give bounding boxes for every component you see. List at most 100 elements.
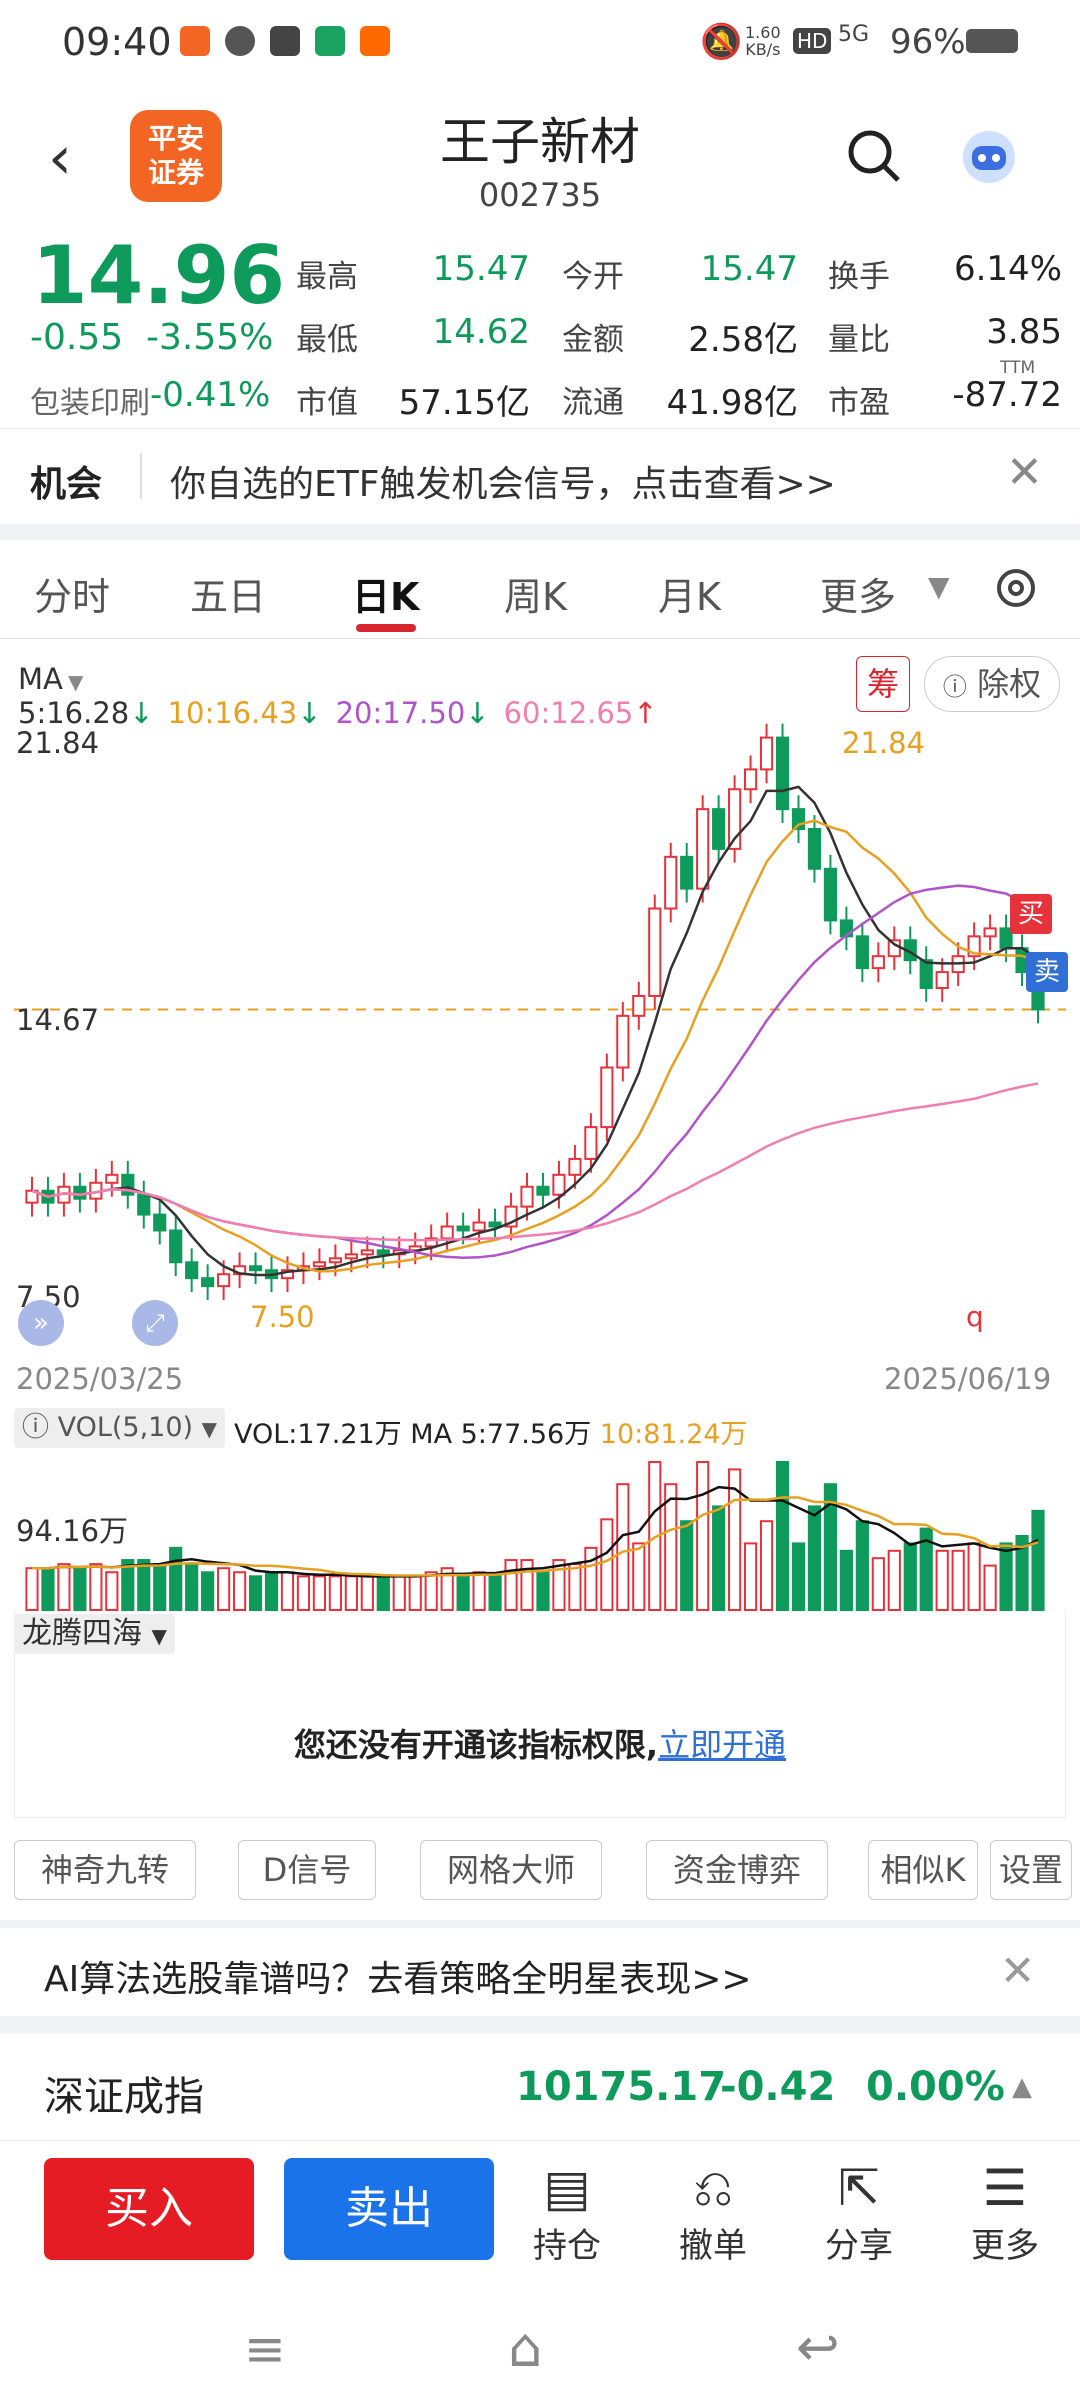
- chevron-up-icon[interactable]: ▲: [1012, 2072, 1032, 2102]
- tab-1[interactable]: 五日: [190, 575, 267, 619]
- stat-label: 市盈: [828, 385, 890, 421]
- candle: [185, 1261, 199, 1280]
- volume-values: VOL:17.21万 MA 5:77.56万 10:81.24万: [234, 1412, 748, 1451]
- volume-bar: [137, 1559, 151, 1612]
- cancel-order-button[interactable]: ⎌ 撤单: [658, 2158, 768, 2267]
- candle: [456, 1225, 470, 1232]
- candle: [680, 855, 694, 890]
- volume-bar: [312, 1575, 327, 1611]
- back-icon[interactable]: ‹: [48, 123, 72, 193]
- volume-bar: [967, 1542, 981, 1611]
- positions-button[interactable]: ▤ 持仓: [512, 2158, 622, 2267]
- volume-bar: [600, 1518, 614, 1611]
- tool-button-2[interactable]: 网格大师: [420, 1840, 602, 1900]
- candle: [424, 1237, 438, 1248]
- volume-bar: [871, 1557, 885, 1611]
- battery-icon: [966, 29, 1018, 53]
- tool-button-0[interactable]: 神奇九转: [14, 1840, 196, 1900]
- volume-bar: [568, 1563, 582, 1612]
- tab-3[interactable]: 周K: [504, 575, 567, 619]
- candlestick-chart[interactable]: [14, 720, 1066, 1350]
- volume-bar: [217, 1567, 231, 1612]
- ai-banner-text: AI算法选股靠谱吗？去看策略全明星表现>>: [44, 1959, 752, 2000]
- notice-text: 您还没有开通该指标权限,: [293, 1726, 659, 1764]
- index-ticker[interactable]: 深证成指 10175.17 -0.42 0.00% ▲: [0, 2034, 1080, 2141]
- candle: [137, 1193, 151, 1216]
- stat-label: 最低: [296, 322, 358, 358]
- candle: [360, 1249, 374, 1256]
- stat-value: 57.15亿: [398, 383, 530, 423]
- index-value: 10175.17: [516, 2064, 727, 2110]
- ma-item-2: 20:17.50: [335, 696, 466, 730]
- volume-bar: [185, 1563, 199, 1612]
- sell-button[interactable]: 卖出: [284, 2158, 494, 2260]
- more-button[interactable]: ☰ 更多: [950, 2158, 1060, 2267]
- spacer: [0, 524, 1080, 540]
- ma-row[interactable]: MA ▼ 5:16.28↓ 10:16.43↓ 20:17.50↓ 60:12.65↑: [18, 662, 738, 730]
- tool-button-1[interactable]: D信号: [238, 1840, 376, 1900]
- open-permission-link[interactable]: 立即开通: [658, 1726, 787, 1764]
- volume-bar: [807, 1505, 822, 1611]
- candle: [121, 1173, 135, 1196]
- sector-pct: -0.41%: [150, 375, 271, 415]
- volume-bar: [392, 1575, 406, 1611]
- buy-signal-tag[interactable]: 买: [1010, 894, 1052, 934]
- candle: [217, 1273, 231, 1288]
- robot-assistant-icon[interactable]: [958, 126, 1020, 188]
- volume-indicator-select[interactable]: ⓘ VOL(5,10) ▼: [14, 1408, 226, 1448]
- tab-4[interactable]: 月K: [658, 575, 721, 619]
- status-bar: 09:40 🔕 1.60 KB/s HD 5G 96%: [0, 0, 1080, 88]
- volume-max-label: 94.16万: [16, 1514, 129, 1548]
- gear-icon[interactable]: [992, 564, 1040, 612]
- header: ‹ 平安 证券 王子新材 002735: [0, 88, 1080, 223]
- share-icon: ⇱: [838, 2159, 880, 2217]
- signal-icon: 5G: [838, 22, 870, 47]
- candle: [807, 828, 822, 870]
- tool-button-3[interactable]: 资金博弈: [646, 1840, 828, 1900]
- tab-2[interactable]: 日K: [352, 575, 420, 619]
- volume-bar: [41, 1567, 55, 1612]
- close-icon[interactable]: ✕: [1000, 1946, 1036, 1995]
- search-icon[interactable]: [846, 128, 902, 184]
- tab-5[interactable]: 更多: [820, 575, 897, 619]
- volume-bar: [823, 1483, 838, 1612]
- buy-button[interactable]: 买入: [44, 2158, 254, 2260]
- divider: [140, 453, 142, 499]
- back-nav-icon[interactable]: ↩: [796, 2318, 840, 2378]
- sell-signal-tag[interactable]: 卖: [1026, 952, 1068, 992]
- indicator-select[interactable]: 龙腾四海 ▼: [14, 1614, 175, 1654]
- chevron-down-icon[interactable]: ▼: [928, 570, 950, 603]
- volume-bar: [25, 1567, 39, 1612]
- volume-bar: [89, 1563, 103, 1612]
- volume-bar: [632, 1542, 646, 1611]
- mute-icon: 🔕: [700, 22, 743, 62]
- fullscreen-icon[interactable]: ⤢: [132, 1300, 178, 1346]
- ma-item-3: 60:12.65: [503, 696, 634, 730]
- opportunity-banner[interactable]: 机会 你自选的ETF触发机会信号，点击查看>> ✕: [0, 428, 1080, 526]
- more-label: 更多: [971, 2226, 1039, 2266]
- ai-banner[interactable]: AI算法选股靠谱吗？去看策略全明星表现>> ✕: [0, 1928, 1080, 2016]
- chip-distribution-button[interactable]: 筹: [856, 656, 910, 712]
- low-annotation: 7.50: [250, 1300, 315, 1334]
- adjust-button[interactable]: ⓘ 除权: [924, 656, 1060, 712]
- tool-button-4[interactable]: 相似K: [868, 1840, 978, 1900]
- stat-label: 换手: [828, 259, 890, 295]
- volume-bar: [153, 1563, 167, 1612]
- close-icon[interactable]: ✕: [1006, 447, 1043, 498]
- stat-value: 15.47: [432, 249, 530, 289]
- candle: [775, 736, 790, 811]
- expand-left-icon[interactable]: »: [18, 1300, 64, 1346]
- tool-button-5[interactable]: 设置: [990, 1840, 1072, 1900]
- home-icon[interactable]: ⌂: [508, 2316, 543, 2379]
- sector-name[interactable]: 包装印刷: [30, 386, 150, 421]
- menu-icon[interactable]: ≡: [244, 2320, 286, 2378]
- stat-value: 6.14%: [953, 249, 1062, 289]
- candle: [855, 935, 869, 970]
- ma-item-0: 5:16.28: [18, 696, 130, 730]
- candle: [823, 867, 838, 922]
- vol-ma5-line: [31, 1485, 1039, 1578]
- volume-bar: [440, 1567, 454, 1612]
- share-button[interactable]: ⇱ 分享: [804, 2158, 914, 2267]
- tab-0[interactable]: 分时: [34, 575, 111, 619]
- ma5-line: [31, 785, 1039, 1277]
